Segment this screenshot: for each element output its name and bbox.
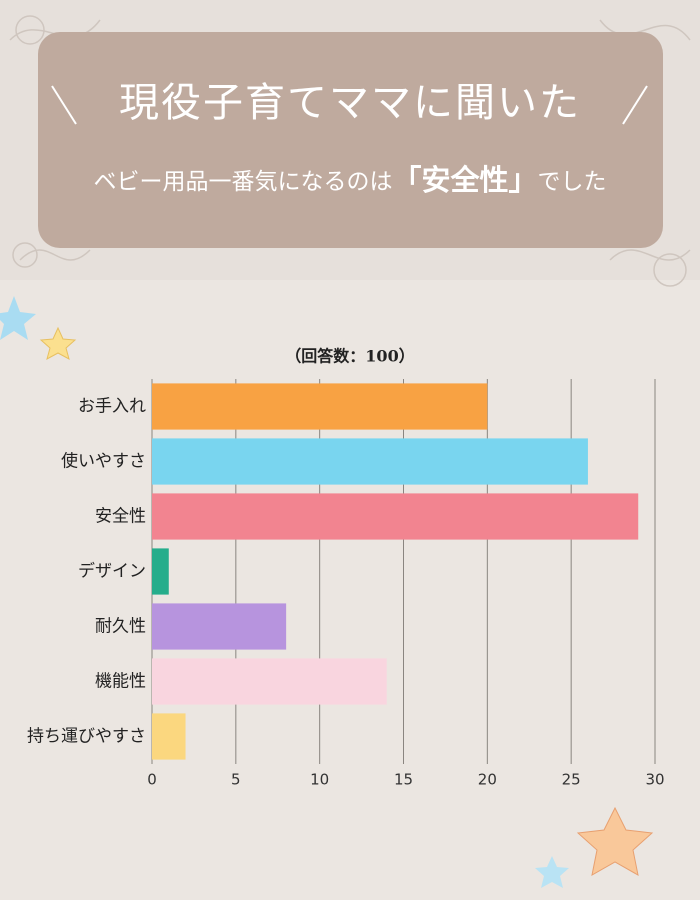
subtitle-emphasis: 「安全性」 bbox=[392, 163, 537, 197]
y-tick-label: デザイン bbox=[78, 561, 146, 582]
x-tick-label: 25 bbox=[562, 771, 581, 789]
y-tick-label: 安全性 bbox=[95, 507, 146, 527]
subtitle: ベビー用品一番気になるのは「安全性」でした bbox=[93, 163, 606, 197]
bar bbox=[152, 658, 387, 705]
star bbox=[576, 806, 654, 876]
y-tick-label: 機能性 bbox=[95, 672, 146, 692]
star bbox=[535, 856, 569, 888]
x-tick-label: 5 bbox=[231, 771, 241, 789]
bar bbox=[152, 383, 488, 430]
bar bbox=[152, 548, 169, 595]
y-tick-label: お手入れ bbox=[78, 397, 146, 417]
x-tick-label: 0 bbox=[147, 771, 157, 789]
star bbox=[0, 296, 36, 340]
header-box bbox=[38, 32, 663, 248]
bar bbox=[152, 438, 588, 485]
title: 現役子育てママに聞いた bbox=[119, 80, 581, 126]
bar bbox=[152, 493, 639, 540]
y-tick-label: 使いやすさ bbox=[61, 451, 146, 472]
bar bbox=[152, 603, 287, 650]
x-tick-label: 20 bbox=[478, 771, 497, 789]
y-tick-label: 持ち運びやすさ bbox=[27, 727, 146, 747]
bar bbox=[152, 713, 186, 760]
x-tick-label: 15 bbox=[394, 771, 413, 789]
subtitle-part: ベビー用品一番気になるのは bbox=[93, 169, 392, 195]
annotation: （回答数：100） bbox=[285, 347, 414, 366]
star bbox=[39, 326, 77, 361]
subtitle-part: でした bbox=[538, 169, 607, 195]
slash-left bbox=[51, 85, 77, 125]
x-tick-label: 10 bbox=[310, 771, 329, 789]
x-tick-label: 30 bbox=[645, 771, 664, 789]
y-tick-label: 耐久性 bbox=[95, 617, 146, 637]
slash-right bbox=[622, 85, 648, 125]
